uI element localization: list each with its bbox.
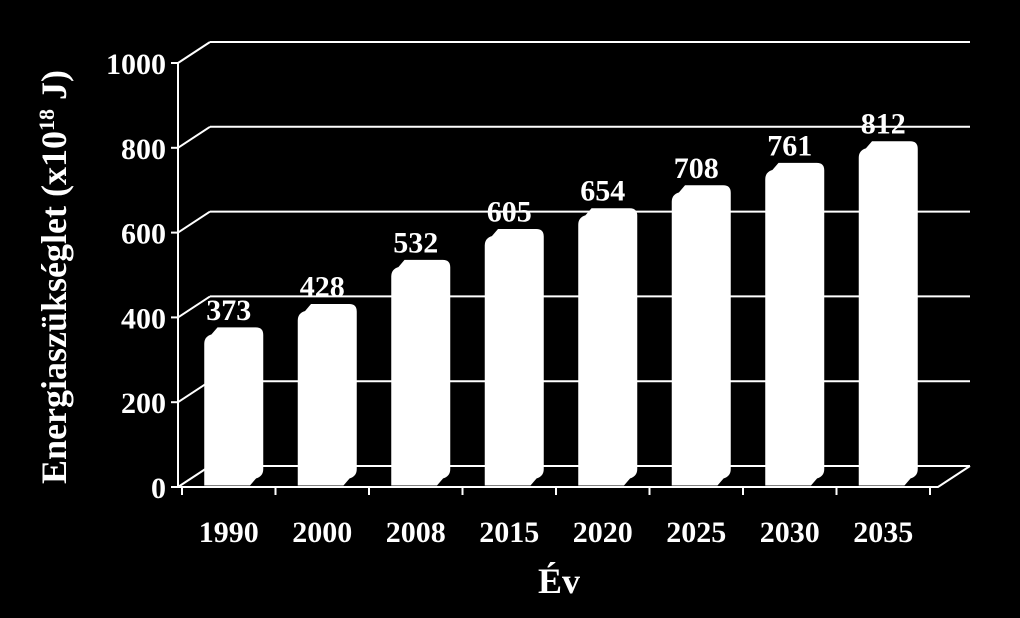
data-label-1990: 373 — [206, 294, 251, 327]
y-tick-label: 200 — [121, 387, 166, 420]
data-label-2000: 428 — [300, 271, 345, 304]
bar-2030 — [765, 162, 825, 486]
data-label-2030: 761 — [767, 129, 812, 162]
axes — [171, 62, 971, 495]
x-tick-label-2035: 2035 — [853, 516, 913, 549]
floor-edge — [178, 465, 971, 488]
x-tick-label-2020: 2020 — [573, 516, 633, 549]
x-tick-label-2030: 2030 — [760, 516, 820, 549]
bar-2000 — [297, 304, 357, 486]
data-labels: 373 428 532 605 654 708 761 812 — [206, 108, 906, 327]
y-axis-title: Energiaszükséglet (x1018 J) — [34, 70, 74, 484]
gridline-diagonal — [177, 210, 211, 234]
data-label-2020: 654 — [580, 175, 625, 208]
y-axis-title-main: Energiaszükséglet (x10 — [34, 131, 74, 484]
y-tick-label: 1000 — [106, 48, 166, 81]
y-tick-label: 800 — [121, 133, 166, 166]
bar-2025 — [671, 185, 731, 486]
y-axis-title-suffix: J) — [34, 70, 74, 109]
gridline-diagonal — [177, 125, 211, 149]
y-tick-label: 0 — [151, 472, 166, 505]
tick-labels: 0 200 400 600 800 1000 1990 2000 2008 2015 2020 202… — [106, 48, 913, 549]
x-tick-label-2025: 2025 — [666, 516, 726, 549]
bars — [204, 141, 918, 486]
bar-2015 — [484, 228, 544, 486]
x-axis-title: Év — [538, 561, 580, 601]
data-label-2035: 812 — [861, 108, 906, 141]
x-tick-label-1990: 1990 — [199, 516, 259, 549]
gridlines — [177, 41, 970, 488]
x-tick-label-2008: 2008 — [386, 516, 446, 549]
data-label-2025: 708 — [674, 152, 719, 185]
bar-1990 — [204, 327, 264, 486]
bar-2008 — [391, 259, 451, 486]
y-axis-title-superscript: 18 — [34, 109, 59, 131]
y-tick-label: 400 — [121, 302, 166, 335]
data-label-2015: 605 — [487, 195, 532, 228]
data-label-2008: 532 — [393, 226, 438, 259]
x-tick-label-2015: 2015 — [479, 516, 539, 549]
gridline-diagonal — [177, 41, 211, 64]
gridline-diagonal — [177, 295, 211, 319]
bar-2035 — [858, 141, 918, 486]
x-tick-label-2000: 2000 — [292, 516, 352, 549]
y-tick-label: 600 — [121, 218, 166, 251]
bar-2020 — [578, 208, 638, 486]
